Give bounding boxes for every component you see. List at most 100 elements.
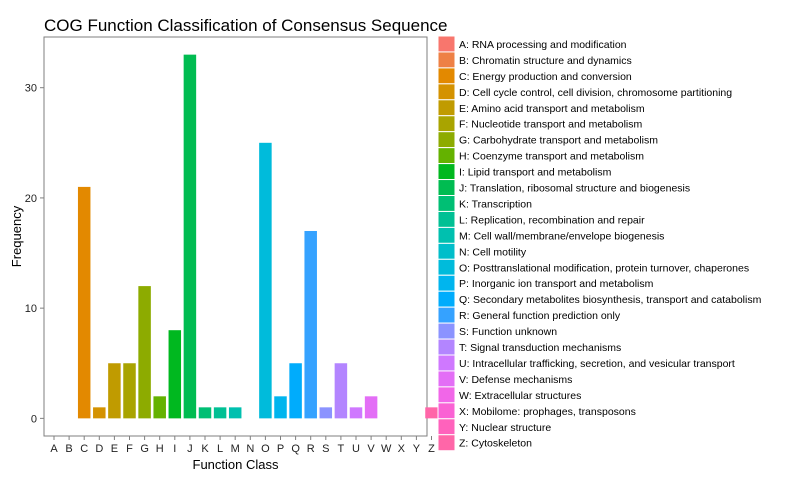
y-axis-ticks: 0 10 20 30 xyxy=(25,83,44,425)
legend-swatch xyxy=(438,100,455,116)
bar-S xyxy=(319,407,333,419)
legend-label: K: Transcription xyxy=(459,198,532,210)
legend-swatch xyxy=(438,84,455,100)
x-tick-label-N: N xyxy=(246,443,254,455)
legend-label: L: Replication, recombination and repair xyxy=(459,214,645,226)
bar-U xyxy=(349,407,363,419)
bar-H xyxy=(153,396,166,419)
legend-label: P: Inorganic ion transport and metabolis… xyxy=(459,278,654,290)
legend-item-D: D: Cell cycle control, cell division, ch… xyxy=(437,83,732,101)
legend-label: E: Amino acid transport and metabolism xyxy=(459,103,645,115)
bar-V xyxy=(364,396,378,419)
x-tick-label-W: W xyxy=(381,443,392,455)
bar-R xyxy=(304,230,317,419)
legend-item-O: O: Posttranslational modification, prote… xyxy=(437,258,749,276)
legend-label: V: Defense mechanisms xyxy=(459,374,572,386)
legend-swatch xyxy=(438,196,455,211)
x-tick-label-I: I xyxy=(173,443,176,455)
x-tick-label-R: R xyxy=(307,443,315,455)
x-tick-label-F: F xyxy=(126,443,133,455)
legend-swatch xyxy=(438,52,455,68)
legend-swatch xyxy=(438,164,455,180)
legend-item-X: X: Mobilome: prophages, transposons xyxy=(437,402,636,420)
legend-label: G: Carbohydrate transport and metabolism xyxy=(459,135,658,147)
legend-label: H: Coenzyme transport and metabolism xyxy=(459,151,644,163)
legend-item-I: I: Lipid transport and metabolism xyxy=(437,163,612,181)
legend-item-N: N: Cell motility xyxy=(437,242,527,260)
x-tick-label-X: X xyxy=(398,443,406,455)
legend-swatch xyxy=(438,339,455,355)
legend-swatch xyxy=(438,387,455,403)
legend-label: J: Translation, ribosomal structure and … xyxy=(459,183,690,195)
legend-item-K: K: Transcription xyxy=(437,195,532,212)
legend-swatch xyxy=(438,323,455,339)
legend-label: A: RNA processing and modification xyxy=(459,39,627,51)
legend-label: C: Energy production and conversion xyxy=(459,71,632,83)
legend-label: W: Extracellular structures xyxy=(459,390,581,402)
legend-label: U: Intracellular trafficking, secretion,… xyxy=(459,358,735,370)
legend-swatch xyxy=(438,403,455,419)
legend-swatch xyxy=(438,227,455,243)
x-tick-label-U: U xyxy=(352,443,360,455)
legend-swatch xyxy=(438,307,455,323)
x-tick-label-G: G xyxy=(140,443,149,455)
bar-L xyxy=(213,407,227,419)
legend-item-B: B: Chromatin structure and dynamics xyxy=(437,51,632,69)
bar-I xyxy=(168,330,182,419)
legend-label: S: Function unknown xyxy=(459,326,557,338)
x-tick-label-S: S xyxy=(322,443,329,455)
legend-swatch xyxy=(438,132,455,148)
legend-label: F: Nucleotide transport and metabolism xyxy=(459,119,643,131)
y-tick-label: 0 xyxy=(31,413,37,425)
legend-item-F: F: Nucleotide transport and metabolism xyxy=(437,115,643,133)
bar-O xyxy=(259,142,272,419)
y-tick-label: 20 xyxy=(25,193,37,205)
bar-K xyxy=(198,407,212,419)
legend-swatch xyxy=(438,419,455,435)
legend-label: N: Cell motility xyxy=(459,246,527,258)
legend-label: T: Signal transduction mechanisms xyxy=(459,342,621,354)
legend-item-H: H: Coenzyme transport and metabolism xyxy=(437,147,644,165)
legend: A: RNA processing and modification B: Chr… xyxy=(437,35,762,452)
legend-swatch xyxy=(438,275,455,291)
x-tick-label-O: O xyxy=(261,443,270,455)
legend-label: Q: Secondary metabolites biosynthesis, t… xyxy=(459,294,762,306)
x-tick-label-Z: Z xyxy=(428,443,435,455)
legend-swatch xyxy=(438,291,455,307)
legend-label: R: General function prediction only xyxy=(459,310,621,322)
x-tick-label-M: M xyxy=(231,443,240,455)
legend-label: Y: Nuclear structure xyxy=(459,422,551,434)
bar-D xyxy=(93,407,106,419)
bar-J xyxy=(183,54,197,419)
legend-swatch xyxy=(438,116,455,132)
x-tick-label-Q: Q xyxy=(291,443,300,455)
legend-item-Y: Y: Nuclear structure xyxy=(437,418,551,436)
legend-swatch xyxy=(438,259,455,275)
legend-item-W: W: Extracellular structures xyxy=(437,386,581,404)
legend-swatch xyxy=(438,68,455,84)
x-tick-label-C: C xyxy=(80,443,88,455)
legend-swatch xyxy=(438,148,455,164)
legend-swatch xyxy=(438,243,455,259)
y-tick-label: 10 xyxy=(25,303,37,315)
x-tick-label-E: E xyxy=(111,443,118,455)
bar-Z xyxy=(425,407,438,419)
legend-item-A: A: RNA processing and modification xyxy=(437,35,627,53)
legend-item-R: R: General function prediction only xyxy=(437,306,621,324)
legend-item-T: T: Signal transduction mechanisms xyxy=(437,338,621,356)
legend-swatch xyxy=(438,435,455,451)
x-tick-label-K: K xyxy=(201,443,209,455)
x-tick-label-V: V xyxy=(367,443,375,455)
x-tick-label-B: B xyxy=(65,443,72,455)
legend-label: O: Posttranslational modification, prote… xyxy=(459,262,749,274)
legend-item-J: J: Translation, ribosomal structure and … xyxy=(437,179,690,197)
x-tick-label-J: J xyxy=(187,443,193,455)
legend-swatch xyxy=(438,371,455,387)
x-tick-label-D: D xyxy=(95,443,103,455)
legend-label: M: Cell wall/membrane/envelope biogenesi… xyxy=(459,230,664,242)
y-axis-title: Frequency xyxy=(9,205,24,267)
bars-group xyxy=(77,54,438,419)
bar-C xyxy=(77,186,91,419)
